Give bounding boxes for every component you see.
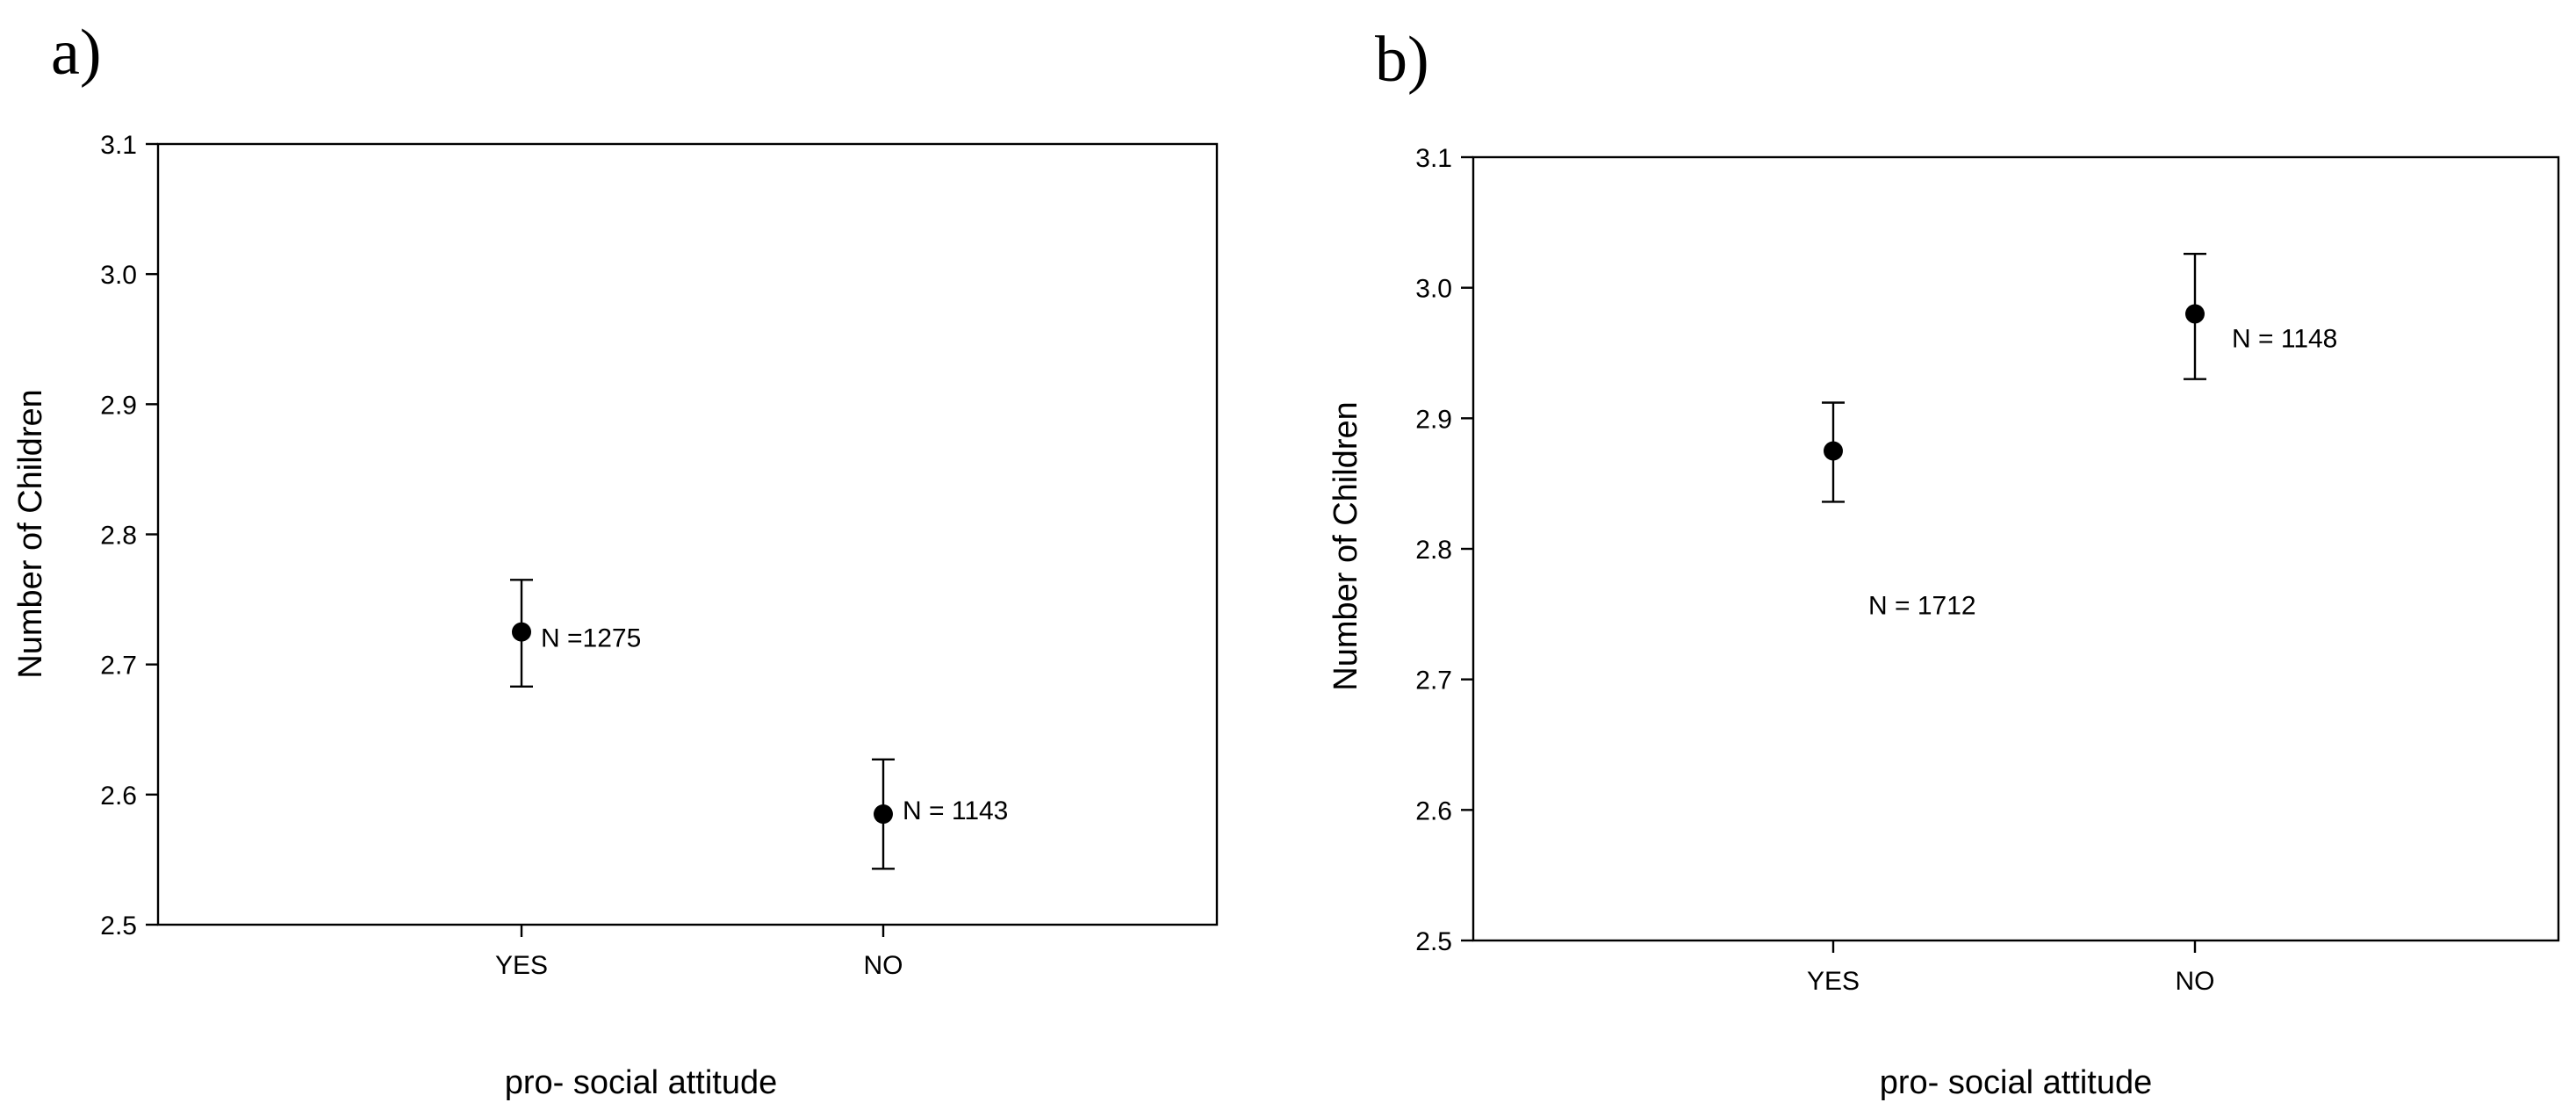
y-tick-label: 2.9 xyxy=(1415,405,1452,434)
y-tick-label: 2.8 xyxy=(100,522,137,551)
y-tick-label: 2.6 xyxy=(1415,796,1452,825)
n-label: N = 1143 xyxy=(903,796,1008,825)
data-point-no: N = 1148 xyxy=(2184,252,2337,380)
n-label: N = 1148 xyxy=(2232,324,2337,353)
panel-b-data-marks: N = 1712 N = 1148 xyxy=(1822,252,2337,621)
x-tick-label: NO xyxy=(2176,967,2215,996)
y-tick-label: 2.7 xyxy=(100,652,137,681)
x-tick-label: YES xyxy=(1807,967,1860,996)
panel-b: b) 2.52.62.72.82.93.03.1 YES NO N = 1712N… xyxy=(1328,24,2560,1101)
mean-marker xyxy=(512,622,531,642)
y-tick-label: 2.8 xyxy=(1415,536,1452,565)
y-tick-label: 3.0 xyxy=(100,261,137,290)
y-tick-label: 2.7 xyxy=(1415,667,1452,695)
data-point-no: N = 1143 xyxy=(872,758,1008,870)
x-tick-label: NO xyxy=(864,951,903,980)
panel-b-label: b) xyxy=(1375,24,1429,96)
y-tick-label: 2.9 xyxy=(100,391,137,420)
y-tick-label: 2.5 xyxy=(1415,927,1452,956)
mean-marker xyxy=(2185,304,2205,324)
panel-a-data-marks: N =1275 N = 1143 xyxy=(510,579,1008,870)
panel-b-plot-frame xyxy=(1471,155,2560,942)
n-label: N = 1712 xyxy=(1868,592,1976,621)
panel-a-y-axis: 2.5 2.6 2.7 2.8 2.9 3.0 3.1 xyxy=(100,131,158,940)
y-tick-label: 2.5 xyxy=(100,912,137,940)
panel-b-x-axis-title: pro- social attitude xyxy=(1880,1064,2153,1101)
x-tick-label: YES xyxy=(495,951,548,980)
y-tick-label: 3.0 xyxy=(1415,275,1452,304)
panel-a-y-axis-title: Number of Children xyxy=(12,389,49,678)
n-label: N =1275 xyxy=(541,624,641,653)
panel-b-x-axis: YES NO xyxy=(1807,940,2215,996)
data-point-yes: N =1275 xyxy=(510,579,641,688)
panel-a-x-axis: YES NO xyxy=(495,925,903,980)
mean-marker xyxy=(1824,441,1843,461)
panel-a-plot-frame xyxy=(156,142,1219,926)
data-point-yes: N = 1712 xyxy=(1822,401,1976,621)
y-tick-label: 2.6 xyxy=(100,782,137,811)
panel-a-label: a) xyxy=(51,17,102,89)
panel-a-x-axis-title: pro- social attitude xyxy=(505,1064,778,1101)
panel-b-y-axis: 2.5 2.6 2.7 2.8 2.9 3.0 3.1 xyxy=(1415,144,1473,956)
y-tick-label: 3.1 xyxy=(100,131,137,160)
panel-b-y-axis-title: Number of Children xyxy=(1328,401,1364,690)
mean-marker xyxy=(874,804,893,825)
y-tick-label: 3.1 xyxy=(1415,144,1452,173)
panel-a: a) 2.52.62.72.82.93.03.1 YES NO N =1275N … xyxy=(12,17,1219,1101)
